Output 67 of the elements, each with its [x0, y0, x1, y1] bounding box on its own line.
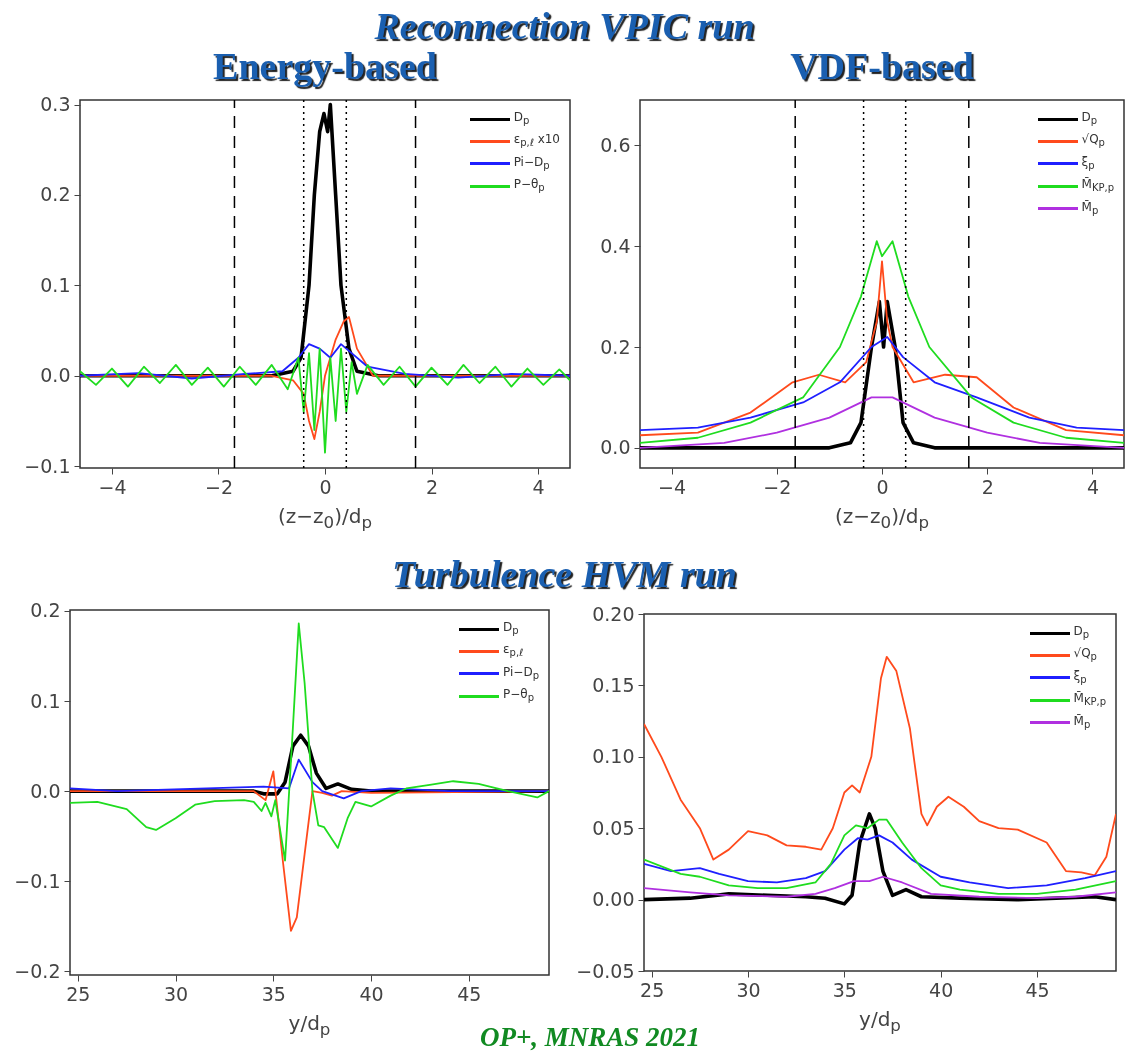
legend-label: D$_{p}$ [1073, 623, 1090, 643]
x-tick-label: −2 [763, 475, 792, 498]
y-tick-label: −0.1 [14, 869, 61, 892]
x-tick-label: −4 [98, 475, 127, 498]
legend-label: D$_{p}$ [503, 619, 519, 639]
y-tick-label: 0.0 [40, 364, 71, 387]
y-tick-label: −0.1 [24, 454, 71, 477]
y-tick-label: 0.3 [40, 93, 71, 116]
text: Reconnection VPIC run [374, 5, 755, 47]
text: OP+, MNRAS 2021 [479, 1022, 701, 1052]
legend-label: ε$_{p,ℓ}$ x10 [513, 131, 560, 151]
y-tick-label: 0.0 [30, 779, 61, 802]
x-axis-title: y/d$_{p}$ [859, 1007, 901, 1035]
legend-label: Pi−D$_{p}$ [513, 153, 550, 174]
x-tick-label: 2 [425, 475, 439, 498]
x-tick-label: −2 [204, 475, 233, 498]
y-tick-label: −0.2 [14, 959, 61, 982]
y-tick-label: 0.05 [592, 816, 635, 839]
x-tick-label: 4 [532, 475, 545, 498]
y-tick-label: 0.4 [600, 234, 631, 257]
y-tick-label: 0.2 [40, 183, 71, 206]
x-tick-label: 30 [163, 982, 189, 1005]
x-tick-label: 30 [736, 978, 761, 1001]
x-axis-title: (z−z$_{0}$)/d$_{p}$ [834, 504, 930, 532]
y-tick-label: 0.1 [40, 273, 71, 296]
x-tick-label: 35 [261, 982, 286, 1005]
chart-title: VDF-based [790, 45, 974, 87]
y-tick-label: 0.20 [592, 602, 635, 625]
y-tick-label: 0.2 [30, 599, 61, 622]
legend-label: M̄$_{KP,p}$ [1081, 176, 1114, 196]
legend-label: P−θ$_{p}$ [503, 686, 535, 706]
x-tick-label: 2 [981, 475, 994, 498]
y-tick-label: 0.15 [592, 673, 635, 696]
chart-title: Energy-based [212, 44, 438, 88]
y-tick-label: 0.1 [30, 689, 61, 712]
x-tick-label: 35 [832, 978, 857, 1001]
legend-label: M̄$_{p}$ [1081, 198, 1099, 218]
legend-label: P−θ$_{p}$ [513, 176, 545, 196]
text: Turbulence HVM run [391, 552, 738, 596]
legend-label: ε$_{p,ℓ}$ [503, 641, 524, 661]
x-tick-label: 45 [1025, 978, 1050, 1001]
y-tick-label: 0.2 [600, 335, 631, 358]
legend-label: M̄$_{KP,p}$ [1073, 690, 1106, 710]
legend-label: ξ$_{p}$ [1081, 153, 1095, 174]
x-tick-label: −4 [658, 475, 687, 498]
legend-label: Pi−D$_{p}$ [503, 663, 539, 684]
legend-label: D$_{p}$ [1081, 109, 1098, 129]
x-tick-label: 25 [66, 982, 91, 1005]
x-tick-label: 0 [876, 475, 889, 498]
x-tick-label: 25 [640, 978, 665, 1001]
y-tick-label: 0.0 [600, 436, 631, 459]
y-tick-label: 0.6 [600, 133, 631, 156]
x-tick-label: 0 [319, 475, 332, 498]
legend-label: √Q$_{p}$ [1073, 645, 1097, 665]
x-tick-label: 40 [359, 982, 384, 1005]
x-tick-label: 45 [457, 982, 482, 1005]
legend-label: ξ$_{p}$ [1073, 667, 1087, 688]
x-tick-label: 40 [929, 978, 954, 1001]
x-tick-label: 4 [1086, 475, 1099, 498]
y-tick-label: −0.05 [576, 959, 635, 982]
x-axis-title: (z−z$_{0}$)/d$_{p}$ [277, 504, 373, 532]
legend-label: M̄$_{p}$ [1073, 712, 1091, 732]
y-tick-label: 0.10 [592, 745, 635, 768]
y-tick-label: 0.00 [592, 888, 635, 911]
legend-label: √Q$_{p}$ [1081, 131, 1105, 151]
legend-label: D$_{p}$ [513, 109, 530, 129]
x-axis-title: y/d$_{p}$ [288, 1011, 331, 1039]
